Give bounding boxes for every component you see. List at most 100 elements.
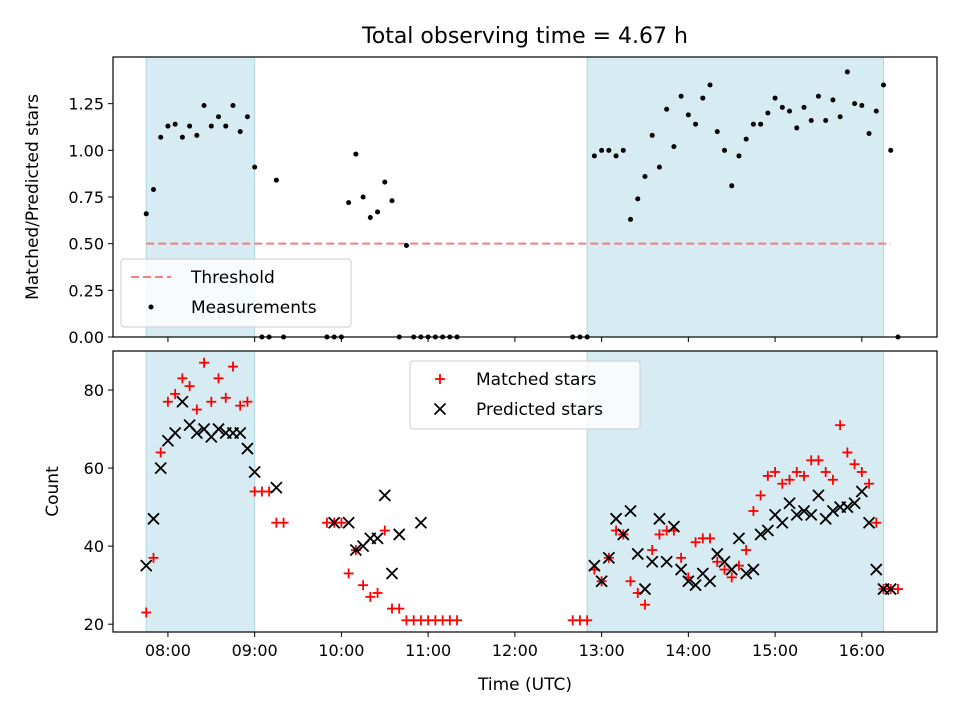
measurement-point <box>758 121 764 127</box>
measurement-point <box>750 121 756 127</box>
y-tick-label: 80 <box>84 381 104 400</box>
measurement-point <box>837 114 843 120</box>
matched-point <box>278 517 289 528</box>
predicted-point-d2 <box>776 516 789 529</box>
matched-point <box>712 556 723 567</box>
chart-title: Total observing time = 4.67 h <box>361 24 688 49</box>
predicted-point-d2 <box>147 512 160 525</box>
predicted-point-d2 <box>754 528 767 541</box>
predicted-point <box>617 528 630 541</box>
measurement-point <box>649 132 655 138</box>
y-tick-label: 0.75 <box>68 188 104 207</box>
predicted-point <box>646 555 659 568</box>
count-legend-box <box>409 360 641 430</box>
legend-measurements-swatch <box>148 304 154 310</box>
measurement-point <box>346 200 352 206</box>
matched-point <box>141 607 152 618</box>
measurement-point <box>743 136 749 142</box>
predicted-point <box>270 481 283 494</box>
measurement-point <box>656 164 662 170</box>
matched-point <box>343 568 354 579</box>
predicted-point-d2 <box>248 465 261 479</box>
matched-point <box>748 506 759 517</box>
predicted-point <box>624 504 637 518</box>
predicted-point-d2 <box>674 563 688 576</box>
predicted-point <box>602 551 615 564</box>
measurement-point <box>700 95 706 101</box>
matched-point <box>170 388 181 399</box>
measurement-point <box>671 144 677 150</box>
matched-point <box>827 474 838 485</box>
predicted-point-d2 <box>588 559 601 572</box>
predicted-point <box>732 532 746 545</box>
x-tick-label: 09:00 <box>232 641 278 660</box>
predicted-point-d2 <box>342 516 355 529</box>
matched-point <box>235 400 246 411</box>
count-y-axis-label: Count <box>43 466 63 517</box>
matched-point <box>892 584 903 595</box>
predicted-point-d2 <box>609 512 623 525</box>
measurement-point <box>165 123 171 129</box>
observing-band-1 <box>587 57 884 337</box>
measurement-point <box>881 82 887 88</box>
predicted-point <box>703 575 717 588</box>
measurement-point <box>801 104 807 110</box>
ratio-x-ticks <box>167 337 863 342</box>
measurement-point <box>389 198 395 204</box>
measurement-point <box>844 69 850 75</box>
matched-point <box>755 490 766 501</box>
predicted-point <box>212 422 225 436</box>
y-tick-label: 20 <box>84 615 104 634</box>
measurement-point <box>353 151 359 157</box>
predicted-point <box>725 563 738 576</box>
legend-matched-marker <box>435 374 445 384</box>
matched-point <box>213 373 224 384</box>
predicted-point <box>783 497 796 510</box>
measurement-point <box>223 123 229 129</box>
predicted-point <box>667 520 681 533</box>
x-tick-label: 16:00 <box>839 641 885 660</box>
predicted-point <box>234 426 247 440</box>
predicted-point-d2 <box>234 426 247 440</box>
matched-point <box>148 552 159 563</box>
predicted-point <box>595 575 608 588</box>
legend-matched-label: Matched stars <box>476 370 596 390</box>
measurement-point <box>187 123 193 129</box>
predicted-point-d2 <box>176 395 189 408</box>
x-tick-label: 13:00 <box>579 641 625 660</box>
measurement-point <box>859 103 865 109</box>
matched-point <box>625 576 636 587</box>
predicted-point-d2 <box>169 426 182 440</box>
legend-predicted-marker-d2 <box>433 402 447 416</box>
predicted-point <box>147 512 160 525</box>
measurement-point <box>823 117 829 123</box>
predicted-point <box>190 426 203 440</box>
measurement-point <box>273 177 279 183</box>
matched-point <box>379 525 390 536</box>
matched-point <box>184 381 195 392</box>
measurement-point <box>179 134 185 140</box>
measurement-point <box>628 216 634 222</box>
x-tick-label: 12:00 <box>492 641 538 660</box>
predicted-point <box>848 497 861 510</box>
matched-point <box>155 447 166 458</box>
matched-point <box>777 478 788 489</box>
measurement-point <box>635 196 641 202</box>
x-axis-label: Time (UTC) <box>477 675 572 695</box>
measurement-point <box>613 153 619 159</box>
measurement-point <box>721 147 727 153</box>
predicted-point <box>855 485 868 498</box>
measurement-point <box>230 103 236 109</box>
predicted-point <box>609 512 623 525</box>
measurement-point <box>620 147 626 153</box>
measurement-point <box>664 106 670 112</box>
predicted-point <box>588 559 601 572</box>
predicted-point-d2 <box>783 497 796 510</box>
measurement-point <box>714 129 720 135</box>
matched-point <box>791 466 802 477</box>
x-tick-label: 11:00 <box>405 641 451 660</box>
matched-point <box>813 455 824 466</box>
predicted-point <box>140 559 153 572</box>
measurement-point <box>772 95 778 101</box>
predicted-point-d2 <box>848 497 861 510</box>
